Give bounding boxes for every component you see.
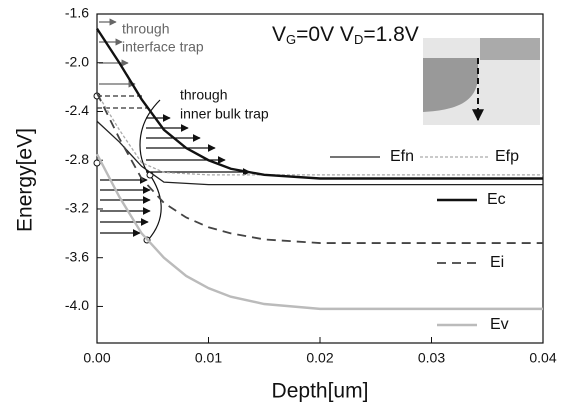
x-tick-label: 0.03: [418, 350, 445, 366]
series-line: [95, 27, 543, 180]
y-tick-label: -2.0: [65, 53, 89, 69]
y-axis-label: Energy[eV]: [14, 128, 37, 232]
bias-part: D: [354, 32, 363, 47]
y-tick-label: -2.4: [65, 102, 89, 118]
legend-label: Efn: [390, 148, 414, 165]
series-line: [96, 92, 543, 244]
y-tick-label: -2.8: [65, 151, 89, 167]
legend-label: Efp: [495, 148, 519, 165]
y-tick-label: -3.2: [65, 200, 89, 216]
series-line: [96, 120, 543, 186]
legend-label: Ec: [487, 191, 506, 208]
x-tick-label: 0.04: [529, 350, 556, 366]
x-tick-label: 0.01: [195, 350, 222, 366]
x-axis-label: Depth[um]: [272, 380, 369, 403]
y-tick-label: -4.0: [65, 297, 89, 313]
y-tick-label: -3.6: [65, 248, 89, 264]
y-tick-label: -1.6: [65, 5, 89, 21]
series-line: [95, 153, 543, 311]
bias-part: =0V V: [296, 23, 354, 46]
bias-part: V: [272, 23, 286, 46]
annotation: through: [122, 21, 169, 37]
x-tick-label: 0.02: [306, 350, 333, 366]
series-line: [96, 92, 543, 176]
bias-part: G: [286, 32, 296, 47]
bias-part: =1.8V: [363, 23, 418, 46]
annotation: through: [180, 87, 227, 103]
decorations: [93, 18, 540, 244]
bias-label: VG=0V VD=1.8V: [272, 23, 419, 48]
legend-label: Ev: [490, 316, 509, 333]
legend-label: Ei: [490, 254, 504, 271]
x-tick-label: 0.00: [83, 350, 110, 366]
annotation: inner bulk trap: [180, 106, 269, 122]
annotation: interface trap: [122, 39, 204, 55]
